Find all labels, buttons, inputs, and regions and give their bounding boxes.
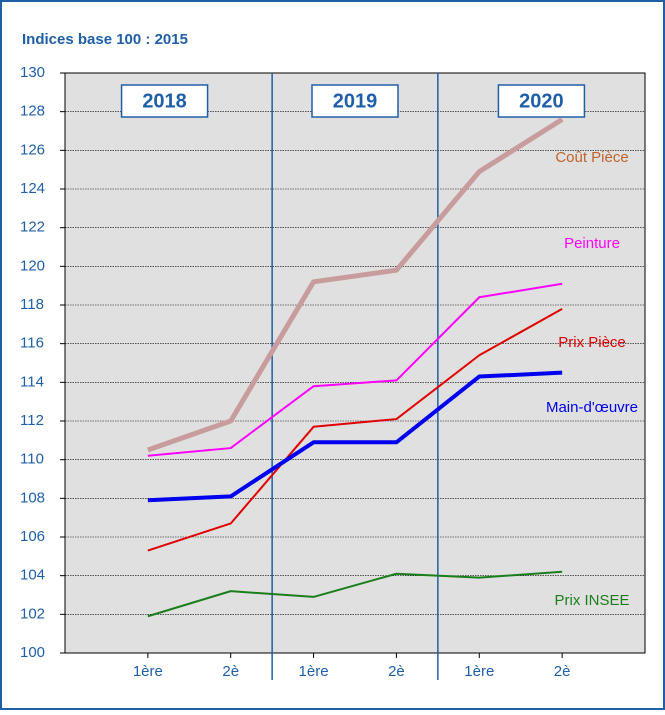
x-tick-label: 2è bbox=[554, 663, 571, 680]
y-tick-label: 110 bbox=[20, 451, 44, 468]
series-line bbox=[147, 570, 563, 618]
series-line bbox=[147, 282, 563, 457]
x-tick-label: 2è bbox=[222, 663, 239, 680]
y-tick-label: 120 bbox=[20, 257, 45, 274]
y-tick-label: 118 bbox=[20, 296, 44, 313]
y-tick-label: 108 bbox=[20, 489, 45, 506]
year-box bbox=[497, 84, 586, 118]
chart-title: Indices base 100 : 2015 bbox=[22, 31, 188, 48]
year-box bbox=[311, 84, 399, 118]
y-tick-label: 122 bbox=[20, 219, 45, 236]
y-tick-label: 114 bbox=[20, 373, 44, 390]
y-tick-label: 102 bbox=[20, 605, 45, 622]
y-tick-label: 126 bbox=[20, 141, 45, 158]
x-tick-label: 1ère bbox=[464, 663, 494, 680]
series-line bbox=[147, 307, 563, 552]
year-label: 2018 bbox=[142, 90, 187, 112]
x-tick-label: 1ère bbox=[133, 663, 163, 680]
year-label: 2019 bbox=[333, 90, 378, 112]
y-tick-label: 124 bbox=[20, 180, 45, 197]
series-label: Prix INSEE bbox=[554, 592, 629, 609]
year-box bbox=[120, 84, 209, 118]
y-tick-label: 100 bbox=[20, 644, 45, 661]
series-label: Prix Pièce bbox=[558, 334, 626, 351]
series-line bbox=[147, 370, 563, 503]
y-tick-label: 130 bbox=[20, 64, 45, 81]
year-label: 2020 bbox=[519, 90, 564, 112]
series-line bbox=[147, 117, 564, 453]
series-label: Coût Pièce bbox=[555, 149, 628, 166]
y-tick-label: 112 bbox=[20, 412, 44, 429]
y-tick-label: 128 bbox=[20, 103, 45, 120]
plot-area bbox=[64, 72, 646, 654]
x-tick-label: 1ère bbox=[299, 663, 329, 680]
series-label: Main-d'œuvre bbox=[546, 399, 638, 416]
y-tick-label: 116 bbox=[20, 335, 44, 352]
y-tick-label: 104 bbox=[20, 567, 45, 584]
x-tick-label: 2è bbox=[388, 663, 405, 680]
series-label: Peinture bbox=[564, 235, 620, 252]
y-tick-label: 106 bbox=[20, 528, 45, 545]
